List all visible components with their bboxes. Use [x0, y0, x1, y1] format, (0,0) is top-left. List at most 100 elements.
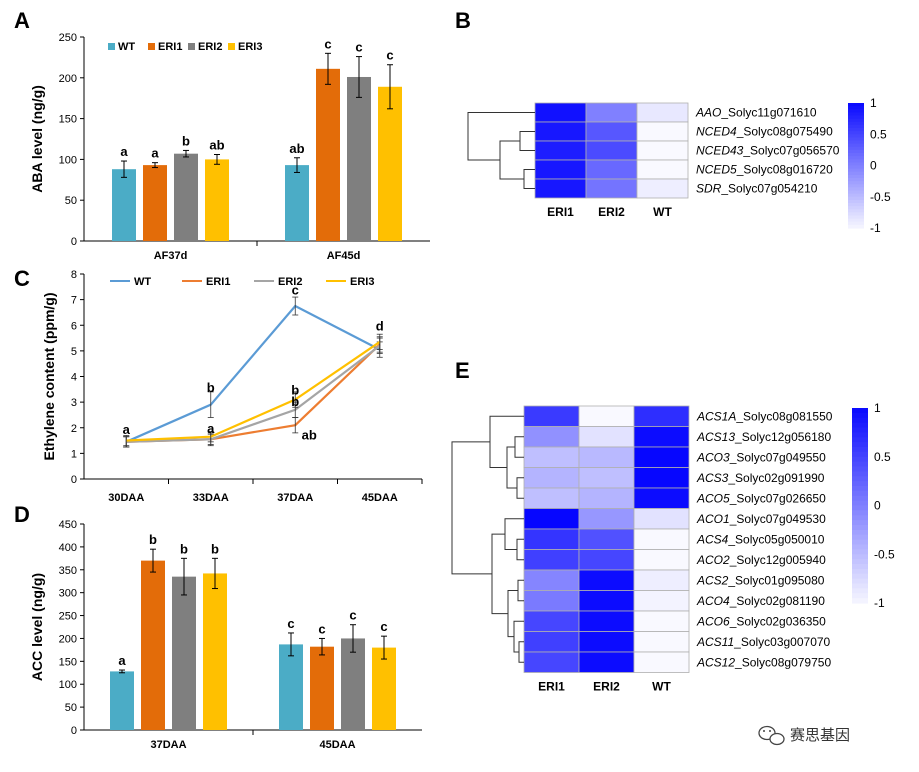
- y-tick-label: 0: [71, 474, 77, 486]
- heatmap-cell: [578, 651, 635, 673]
- gene-name: ACS4: [696, 532, 729, 546]
- heatmap-cell: [636, 102, 689, 123]
- gene-label: ACS1A_Solyc08g081550: [696, 409, 833, 423]
- colorbar-segment: [848, 137, 864, 142]
- significance-letter: a: [120, 144, 128, 159]
- colorbar-segment: [852, 408, 868, 414]
- gene-name: ACS11: [696, 635, 734, 649]
- significance-letter: ab: [289, 141, 304, 156]
- gene-locus: _Solyc12g056180: [734, 430, 831, 444]
- dendrogram-branch: [519, 131, 535, 151]
- legend-label: ERI3: [350, 276, 374, 288]
- gene-name: ACS13: [696, 430, 735, 444]
- colorbar-segment: [852, 495, 868, 502]
- x-category-label: 37DAA: [150, 739, 186, 751]
- x-category-label: 33DAA: [193, 492, 229, 504]
- gene-label: ACO2_Solyc12g005940: [696, 553, 826, 567]
- colorbar-segment: [852, 476, 868, 482]
- colorbar-segment: [852, 525, 868, 531]
- colorbar-segment: [848, 193, 864, 198]
- heatmap-column-label: ERI2: [598, 205, 625, 219]
- bar-eri2: [341, 638, 365, 730]
- gene-locus: _Solyc11g071610: [720, 106, 817, 120]
- heatmap-cell: [578, 405, 635, 427]
- colorbar-segment: [848, 165, 864, 170]
- colorbar-segment: [848, 224, 864, 229]
- colorbar-segment: [852, 471, 868, 477]
- colorbar-tick-label: -0.5: [870, 190, 891, 204]
- colorbar-segment: [852, 490, 868, 497]
- colorbar-segment: [848, 174, 864, 179]
- heatmap-cell: [633, 528, 690, 550]
- colorbar-segment: [852, 529, 868, 536]
- y-tick-label: 150: [59, 114, 77, 126]
- legend-label: ERI1: [158, 41, 182, 53]
- gene-name: NCED5: [696, 163, 737, 177]
- colorbar-segment: [848, 196, 864, 201]
- colorbar-segment: [848, 106, 864, 110]
- colorbar-segment: [848, 187, 864, 192]
- significance-letter: c: [287, 616, 294, 631]
- dendrogram-branch: [516, 477, 524, 499]
- gene-name: ACO3: [696, 450, 730, 464]
- gene-locus: _Solyc07g026650: [729, 491, 826, 505]
- gene-label: NCED4_Solyc08g075490: [696, 125, 833, 139]
- colorbar-segment: [852, 500, 868, 507]
- y-tick-label: 100: [59, 679, 77, 691]
- gene-locus: _Solyc12g005940: [729, 553, 826, 567]
- colorbar-segment: [848, 109, 864, 113]
- series-line-eri2: [126, 344, 381, 443]
- colorbar-segment: [848, 162, 864, 167]
- heatmap-cell: [633, 467, 690, 489]
- heatmap-cell: [633, 651, 690, 673]
- y-tick-label: 50: [65, 195, 77, 207]
- y-tick-label: 3: [71, 397, 77, 409]
- heatmap-cell: [578, 467, 635, 489]
- dendrogram-branch: [467, 136, 500, 161]
- bar-eri2: [172, 576, 196, 730]
- panel-c-ethylene-line-chart: C 0 1 2 3 4 5 6 7 8 Ethylene content (ppm/g) 30DAA 3…: [14, 266, 423, 504]
- significance-letter: b: [211, 541, 219, 556]
- colorbar-segment: [852, 447, 868, 453]
- dendrogram-branch: [523, 169, 535, 189]
- significance-letter: ab: [302, 427, 317, 442]
- legend-label: ERI1: [206, 276, 230, 288]
- y-tick-label: 6: [71, 320, 77, 332]
- significance-letter: b: [180, 541, 188, 556]
- gene-locus: _Solyc08g079750: [734, 655, 831, 669]
- colorbar-segment: [852, 598, 868, 604]
- gene-locus: _Solyc05g050010: [727, 532, 824, 546]
- colorbar-segment: [848, 143, 864, 148]
- heatmap-cell: [636, 140, 689, 161]
- heatmap-cell: [585, 178, 638, 199]
- heatmap-cell: [534, 178, 587, 199]
- series-line-eri3: [126, 340, 381, 442]
- colorbar-tick-label: 1: [874, 401, 881, 415]
- dendrogram-branch: [516, 538, 524, 561]
- heatmap-cell: [523, 569, 580, 591]
- legend-label: WT: [134, 276, 151, 288]
- gene-name: ACO6: [696, 614, 730, 628]
- bar-eri1: [316, 68, 340, 241]
- colorbar-segment: [852, 427, 868, 433]
- legend-swatch-eri2: [188, 43, 195, 50]
- colorbar-segment: [848, 206, 864, 210]
- bar-wt: [110, 671, 134, 730]
- heatmap-cell: [636, 178, 689, 199]
- gene-locus: _Solyc02g036350: [729, 614, 826, 628]
- heatmap-column-label: WT: [653, 205, 672, 219]
- colorbar-segment: [848, 140, 864, 145]
- colorbar-segment: [848, 128, 864, 132]
- bar-eri3: [372, 647, 396, 730]
- gene-label: ACS11_Solyc03g007070: [696, 635, 831, 649]
- dendrogram-branch: [517, 579, 524, 602]
- dendrogram-branch: [504, 518, 524, 550]
- heatmap-cell: [585, 159, 638, 180]
- gene-locus: _Solyc01g095080: [727, 573, 824, 587]
- gene-label: ACS3_Solyc02g091990: [696, 471, 825, 485]
- colorbar-segment: [852, 583, 868, 589]
- heatmap-cell: [578, 508, 635, 530]
- legend-label: ERI3: [238, 41, 262, 53]
- colorbar-segment: [852, 456, 868, 463]
- heatmap-cell: [633, 426, 690, 448]
